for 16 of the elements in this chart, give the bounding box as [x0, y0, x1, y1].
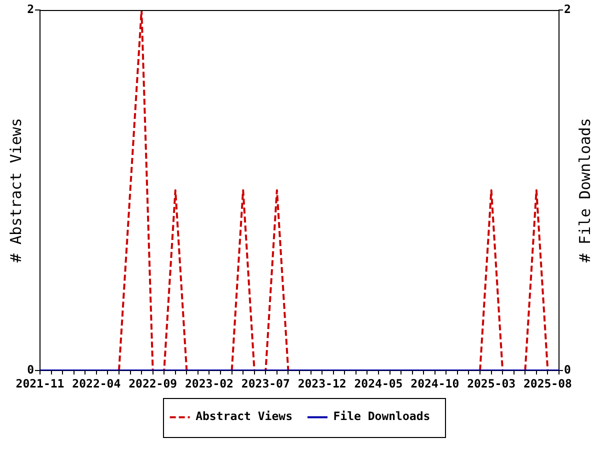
y-axis-title: # Abstract Views — [6, 118, 25, 262]
y2-axis-title: # File Downloads — [576, 118, 594, 262]
x-tick-label: 2025-08 — [523, 376, 572, 390]
x-tick-label: 2023-12 — [298, 376, 346, 390]
x-tick-label: 2022-04 — [72, 376, 121, 390]
x-tick-label: 2024-05 — [354, 376, 403, 390]
legend-label: File Downloads — [333, 409, 430, 424]
x-tick-label: 2025-03 — [467, 376, 516, 390]
x-tick-label: 2024-10 — [410, 376, 460, 390]
x-tick-label: 2023-07 — [241, 376, 290, 390]
x-tick-label: 2022-09 — [128, 376, 178, 390]
x-tick-label: 2021-11 — [16, 376, 64, 390]
legend-label: Abstract Views — [196, 409, 293, 424]
y2-tick-label: 2 — [564, 2, 571, 16]
y2-tick-label: 0 — [564, 362, 571, 376]
x-tick-label: 2023-02 — [185, 376, 234, 390]
